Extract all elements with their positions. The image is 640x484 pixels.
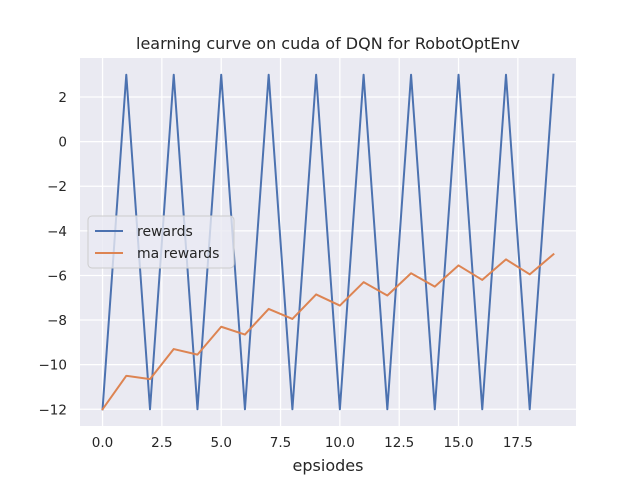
y-tick-label: 2: [58, 90, 67, 106]
y-tick-label: −10: [39, 358, 68, 374]
series-line-rewards: [101, 73, 555, 411]
x-tick-label: 17.5: [503, 435, 533, 451]
series-lines: [101, 73, 555, 411]
y-tick-label: −2: [47, 179, 67, 195]
x-axis-label: epsiodes: [293, 456, 364, 475]
legend: rewards ma rewards: [87, 215, 235, 269]
legend-box: [87, 215, 235, 269]
y-tick-label: −6: [47, 268, 67, 284]
x-tick-label: 5.0: [210, 435, 231, 451]
y-tick-label: −8: [47, 313, 67, 329]
x-tick-label: 7.5: [270, 435, 291, 451]
chart-title: learning curve on cuda of DQN for RobotO…: [136, 34, 520, 53]
y-tick-label: 0: [58, 135, 67, 151]
x-tick-label: 15.0: [443, 435, 473, 451]
legend-label-rewards: rewards: [137, 224, 193, 240]
series-line-ma-rewards: [101, 252, 555, 411]
y-tick-label: −12: [39, 402, 68, 418]
tick-labels: 0.0 2.5 5.0 7.5 10.0 12.5 15.0 17.5 −12 −10 −8 −6 −4…: [39, 90, 533, 451]
x-tick-label: 12.5: [384, 435, 414, 451]
x-tick-label: 0.0: [92, 435, 113, 451]
legend-label-ma-rewards: ma rewards: [137, 246, 219, 262]
x-tick-label: 10.0: [325, 435, 355, 451]
x-tick-label: 2.5: [151, 435, 172, 451]
y-tick-label: −4: [47, 224, 67, 240]
